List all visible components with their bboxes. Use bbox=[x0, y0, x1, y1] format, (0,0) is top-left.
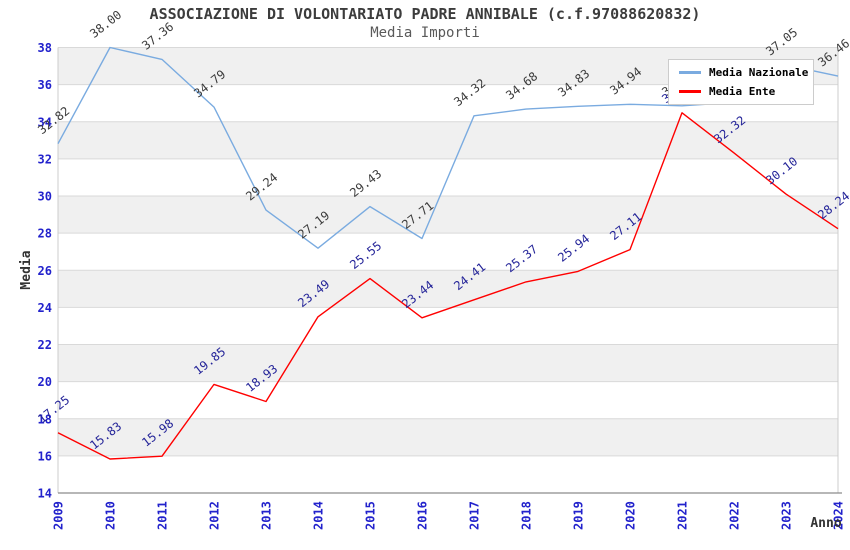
y-tick-label: 14 bbox=[38, 487, 52, 501]
plot-band bbox=[58, 307, 838, 345]
y-tick-label: 38 bbox=[38, 41, 52, 55]
x-axis-title: Anno bbox=[810, 516, 841, 531]
legend-line-swatch-nazionale bbox=[679, 71, 701, 74]
y-tick-label: 28 bbox=[38, 227, 52, 241]
x-tick-label: 2022 bbox=[728, 501, 742, 530]
y-tick-label: 20 bbox=[38, 375, 52, 389]
legend: Media Nazionale Media Ente bbox=[668, 59, 814, 105]
chart-title: ASSOCIAZIONE DI VOLONTARIATO PADRE ANNIB… bbox=[149, 5, 701, 23]
legend-item-media-nazionale: Media Nazionale bbox=[679, 66, 813, 79]
x-tick-label: 2016 bbox=[416, 501, 430, 530]
x-tick-label: 2024 bbox=[832, 501, 846, 530]
plot-band bbox=[58, 344, 838, 382]
point-label: 38.00 bbox=[87, 8, 124, 41]
plot-band bbox=[58, 196, 838, 234]
legend-item-media-ente: Media Ente bbox=[679, 85, 813, 98]
y-tick-label: 34 bbox=[38, 115, 52, 129]
y-tick-label: 32 bbox=[38, 152, 52, 166]
x-tick-label: 2018 bbox=[520, 501, 534, 530]
y-tick-label: 36 bbox=[38, 78, 52, 92]
x-tick-label: 2010 bbox=[104, 501, 118, 530]
y-axis-title: Media bbox=[19, 250, 34, 289]
y-tick-label: 16 bbox=[38, 449, 52, 463]
plot-band bbox=[58, 270, 838, 308]
plot-band bbox=[58, 455, 838, 493]
x-tick-label: 2023 bbox=[780, 501, 794, 530]
chart-subtitle: Media Importi bbox=[370, 25, 480, 41]
x-tick-label: 2015 bbox=[364, 501, 378, 530]
y-tick-label: 30 bbox=[38, 190, 52, 204]
y-tick-label: 26 bbox=[38, 264, 52, 278]
legend-line-swatch-ente bbox=[679, 90, 701, 93]
legend-label-ente: Media Ente bbox=[709, 85, 776, 98]
x-tick-label: 2009 bbox=[52, 501, 66, 530]
legend-label-nazionale: Media Nazionale bbox=[709, 66, 809, 79]
y-tick-label: 22 bbox=[38, 338, 52, 352]
x-tick-label: 2019 bbox=[572, 501, 586, 530]
y-tick-label: 24 bbox=[38, 301, 52, 315]
series-line-media-ente bbox=[57, 112, 839, 460]
y-tick-label: 18 bbox=[38, 412, 52, 426]
x-tick-label: 2020 bbox=[624, 501, 638, 530]
plot-band bbox=[58, 121, 838, 159]
plot-band bbox=[58, 418, 838, 456]
x-tick-label: 2017 bbox=[468, 501, 482, 530]
x-tick-label: 2021 bbox=[676, 501, 690, 530]
x-tick-label: 2012 bbox=[208, 501, 222, 530]
x-tick-label: 2013 bbox=[260, 501, 274, 530]
plot-band bbox=[58, 381, 838, 419]
plot-band bbox=[58, 233, 838, 271]
x-tick-label: 2011 bbox=[156, 501, 170, 530]
x-tick-label: 2014 bbox=[312, 501, 326, 530]
